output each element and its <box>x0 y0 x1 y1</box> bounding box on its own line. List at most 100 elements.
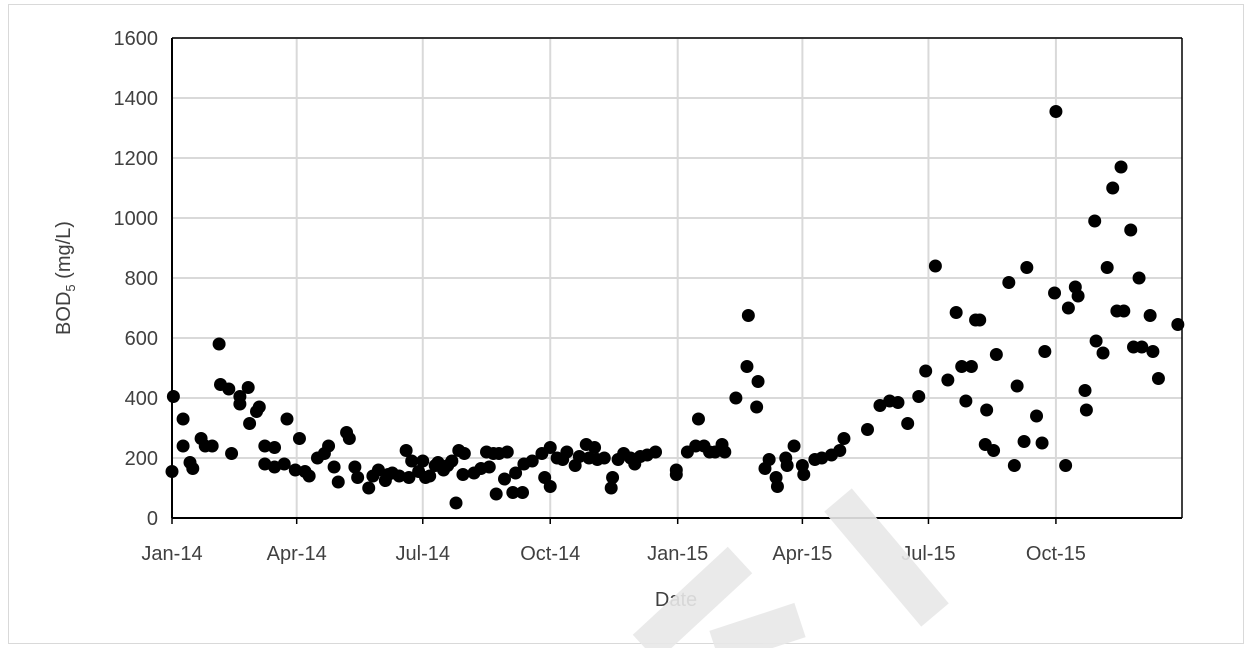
data-point <box>506 486 520 499</box>
data-point <box>740 360 754 373</box>
data-point <box>1007 459 1021 472</box>
data-point <box>1117 304 1131 318</box>
data-point <box>525 454 539 468</box>
data-point <box>606 471 620 484</box>
data-points <box>165 105 1185 510</box>
data-point <box>166 390 180 403</box>
x-tick-label: Oct-15 <box>1026 543 1086 565</box>
data-point <box>288 463 302 477</box>
data-point <box>741 309 755 322</box>
x-tick-label: Apr-15 <box>772 543 832 565</box>
data-point <box>268 441 282 454</box>
data-point <box>1100 261 1114 274</box>
data-point <box>770 480 784 493</box>
x-tick-label: Jan-14 <box>141 543 202 565</box>
data-point <box>1061 301 1075 315</box>
data-point <box>797 468 811 481</box>
data-point <box>780 459 794 472</box>
y-tick-label: 400 <box>125 388 158 410</box>
data-point <box>498 472 512 486</box>
data-point <box>222 382 236 396</box>
tick-labels: 0 200 400 600 800 1000 1200 1400 1600 Jan-14 Apr-1… <box>114 28 1086 565</box>
data-point <box>762 453 776 466</box>
data-point <box>1059 459 1073 472</box>
data-point <box>1049 105 1063 118</box>
data-point <box>873 399 887 412</box>
data-point <box>456 468 470 481</box>
data-point <box>1079 403 1093 417</box>
data-point <box>787 439 801 453</box>
data-point <box>225 447 239 460</box>
data-point <box>212 337 226 351</box>
data-point <box>399 444 413 457</box>
data-point <box>362 481 376 495</box>
data-point <box>980 403 994 417</box>
y-axis-title: BOD5 (mg/L) <box>53 221 78 335</box>
data-point <box>1030 409 1044 423</box>
data-point <box>243 417 257 430</box>
data-point <box>258 439 272 453</box>
data-point <box>176 412 190 426</box>
data-point <box>543 441 557 454</box>
axis-layer <box>171 37 1183 524</box>
data-point <box>912 390 926 403</box>
data-point <box>1146 345 1160 358</box>
data-point <box>405 454 419 468</box>
data-point <box>331 475 345 489</box>
x-tick-label: Oct-14 <box>520 543 580 565</box>
data-point <box>837 432 851 445</box>
data-point <box>1017 435 1031 448</box>
data-point <box>1002 276 1016 289</box>
x-tick-label: Jul-14 <box>396 543 450 565</box>
data-point <box>351 471 365 484</box>
data-point <box>751 375 765 388</box>
data-point <box>973 313 987 327</box>
data-point <box>560 445 574 459</box>
data-point <box>750 400 764 414</box>
data-point <box>949 306 963 319</box>
y-tick-label: 1000 <box>114 208 159 230</box>
x-tick-label: Jan-15 <box>647 543 708 565</box>
data-point <box>280 412 294 426</box>
y-tick-label: 1200 <box>114 148 159 170</box>
data-point <box>729 391 743 405</box>
data-point <box>604 481 618 495</box>
data-point <box>649 445 663 459</box>
data-point <box>205 439 219 453</box>
data-point <box>1020 261 1034 274</box>
y-axis-title-subscript: 5 <box>63 284 78 291</box>
data-point <box>516 486 530 499</box>
y-tick-label: 1400 <box>114 88 159 110</box>
data-point <box>292 432 306 445</box>
data-point <box>928 259 942 273</box>
data-point <box>371 463 385 477</box>
data-point <box>176 439 190 453</box>
chart-frame <box>8 4 1244 644</box>
y-tick-label: 0 <box>147 508 158 530</box>
data-point <box>233 397 247 411</box>
data-point <box>1010 379 1024 393</box>
data-point <box>302 469 316 483</box>
data-point <box>1088 214 1102 228</box>
data-point <box>1106 181 1120 195</box>
data-point <box>543 480 557 493</box>
data-point <box>322 439 336 453</box>
data-point <box>1151 372 1165 385</box>
data-point <box>1132 271 1146 285</box>
data-point <box>500 445 514 459</box>
data-point <box>1143 309 1157 322</box>
data-point <box>597 451 611 465</box>
data-point <box>891 396 905 409</box>
grid-layer <box>172 37 1182 518</box>
data-point <box>1038 345 1052 358</box>
data-point <box>1035 436 1049 450</box>
data-point <box>669 468 683 481</box>
data-point <box>1135 340 1149 354</box>
data-point <box>327 460 341 474</box>
data-point <box>901 417 915 430</box>
data-point <box>457 447 471 460</box>
data-point <box>861 423 875 436</box>
data-point <box>989 348 1003 361</box>
